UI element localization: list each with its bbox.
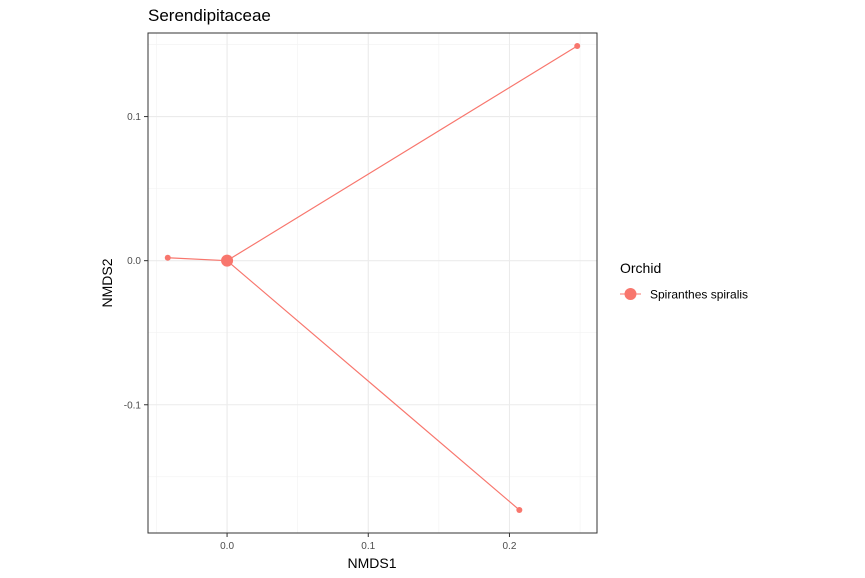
data-point [164, 254, 171, 261]
legend: Orchid Spiranthes spiralis [620, 260, 748, 302]
legend-title: Orchid [620, 260, 661, 276]
x-tick-label: 0.2 [503, 541, 517, 552]
data-marks [164, 42, 581, 513]
spider-segment [167, 257, 228, 262]
chart-title: Serendipitaceae [148, 6, 271, 25]
spider-segment [226, 260, 520, 511]
data-point [516, 506, 523, 513]
x-axis: 0.0 0.1 0.2 [220, 533, 517, 552]
y-axis-title: NMDS2 [99, 258, 115, 307]
major-gridlines [148, 33, 597, 533]
legend-key-marker [624, 288, 637, 300]
spider-segment [226, 45, 578, 262]
y-axis: -0.1 0.0 0.1 [124, 112, 148, 411]
y-tick-label: 0.0 [127, 256, 141, 267]
legend-label-spiranthes-spiralis: Spiranthes spiralis [650, 288, 748, 302]
y-tick-label: -0.1 [124, 400, 142, 411]
x-tick-label: 0.0 [220, 541, 234, 552]
centroid-point [221, 254, 234, 267]
plot-panel-border [147, 32, 598, 534]
data-point [574, 42, 581, 49]
x-axis-title: NMDS1 [347, 555, 396, 571]
x-tick-label: 0.1 [361, 541, 375, 552]
minor-gridlines [148, 33, 597, 533]
y-tick-label: 0.1 [127, 112, 141, 123]
